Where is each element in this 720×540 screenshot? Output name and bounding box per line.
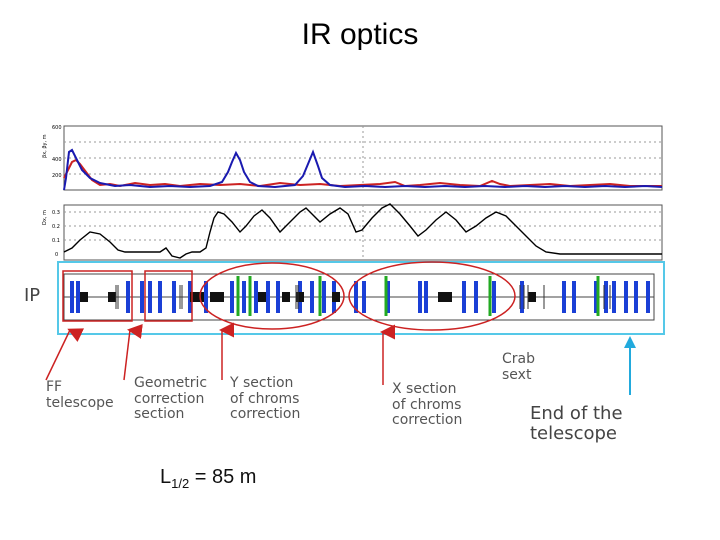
disp-tick-0.3: 0.3 <box>52 210 60 216</box>
disp-tick-0: 0 <box>55 252 58 258</box>
disp-tick-0.1: 0.1 <box>52 238 60 244</box>
quadrupole-magnet <box>230 281 234 313</box>
quadrupole-magnet <box>276 281 280 313</box>
geo-arrow <box>123 323 143 381</box>
half-length-label: L1/2 = 85 m <box>160 466 257 491</box>
beta-axis-label: βx, βy, m <box>42 134 48 158</box>
beta-tick-600: 600 <box>52 125 62 131</box>
quadrupole-magnet <box>612 281 616 313</box>
y-section-ellipse <box>199 262 345 330</box>
quadrupole-magnet <box>492 281 496 313</box>
lattice-frame <box>57 261 665 335</box>
quadrupole-magnet <box>418 281 422 313</box>
quadrupole-magnet <box>242 281 246 313</box>
quadrupole-magnet <box>254 281 258 313</box>
annotation-marks <box>45 261 636 395</box>
quadrupole-magnet <box>70 281 74 313</box>
beta-tick-200: 200 <box>52 173 62 179</box>
disp-tick-0.2: 0.2 <box>52 224 60 230</box>
sextupole-magnet <box>318 276 322 316</box>
ip-label: IP <box>24 285 41 306</box>
quadrupole-magnet <box>158 281 162 313</box>
quadrupole-magnet <box>624 281 628 313</box>
quadrupole-magnet <box>148 281 152 313</box>
quadrupole-magnet <box>424 281 428 313</box>
dipole-magnet <box>210 292 218 302</box>
beta-y-curve <box>63 148 663 191</box>
quadrupole-magnet <box>362 281 366 313</box>
quadrupole-magnet <box>520 281 524 313</box>
dipole-magnet <box>190 292 198 302</box>
quadrupole-magnet <box>634 281 638 313</box>
quadrupole-magnet <box>572 281 576 313</box>
dispersion-plot: 0.3 0.2 0.1 0 Dx, m <box>42 203 663 261</box>
quadrupole-magnet <box>646 281 650 313</box>
crab-sext-label: Crab sext <box>502 351 535 383</box>
dipole-magnet <box>528 292 536 302</box>
y-section-label: Y section of chroms correction <box>230 375 301 423</box>
quadrupole-magnet <box>322 281 326 313</box>
quadrupole-magnet <box>266 281 270 313</box>
quadrupole-magnet <box>462 281 466 313</box>
dipole-magnet <box>108 292 116 302</box>
dipole-magnet <box>332 292 340 302</box>
telescope-end-arrowhead <box>624 336 636 348</box>
dipole-magnet <box>438 292 446 302</box>
quadrupole-magnet <box>594 281 598 313</box>
page-title: IR optics <box>301 18 419 51</box>
beta-tick-400: 400 <box>52 157 62 163</box>
sextupole-magnet <box>236 276 240 316</box>
geometric-correction-label: Geometric correction section <box>134 375 208 423</box>
end-of-telescope-label: End of the telescope <box>530 403 623 445</box>
quadrupole-magnet <box>562 281 566 313</box>
quadrupole-magnet <box>604 281 608 313</box>
sextupole-magnet <box>248 276 252 316</box>
ff-telescope-box <box>62 270 133 322</box>
dipole-magnet <box>444 292 452 302</box>
ff-arrow <box>45 328 85 381</box>
dipole-magnet <box>216 292 224 302</box>
dipole-magnet <box>80 292 88 302</box>
dipole-magnet <box>258 292 266 302</box>
quadrupole-magnet <box>310 281 314 313</box>
magnet-lattice <box>57 261 665 335</box>
quadrupole-magnet <box>354 281 358 313</box>
dipole-magnet <box>282 292 290 302</box>
disp-axis-label: Dx, m <box>42 210 48 225</box>
quadrupole-magnet <box>76 281 80 313</box>
quadrupole-magnet <box>126 281 130 313</box>
geometric-correction-box <box>144 270 193 322</box>
beta-function-plot: 600 400 200 βx, βy, m <box>42 125 663 191</box>
sextupole-magnet <box>488 276 492 316</box>
quadrupole-magnet <box>474 281 478 313</box>
sextupole-magnet <box>384 276 388 316</box>
ff-telescope-label: FF telescope <box>46 379 114 411</box>
sextupole-magnet <box>596 276 600 316</box>
quadrupole-magnet <box>204 281 208 313</box>
quadrupole-magnet <box>386 281 390 313</box>
x-section-label: X section of chroms correction <box>392 381 463 429</box>
quadrupole-magnet <box>172 281 176 313</box>
dispersion-curve <box>63 203 662 259</box>
dipole-magnet <box>296 292 304 302</box>
x-section-ellipse <box>348 261 516 331</box>
quadrupole-magnet <box>140 281 144 313</box>
